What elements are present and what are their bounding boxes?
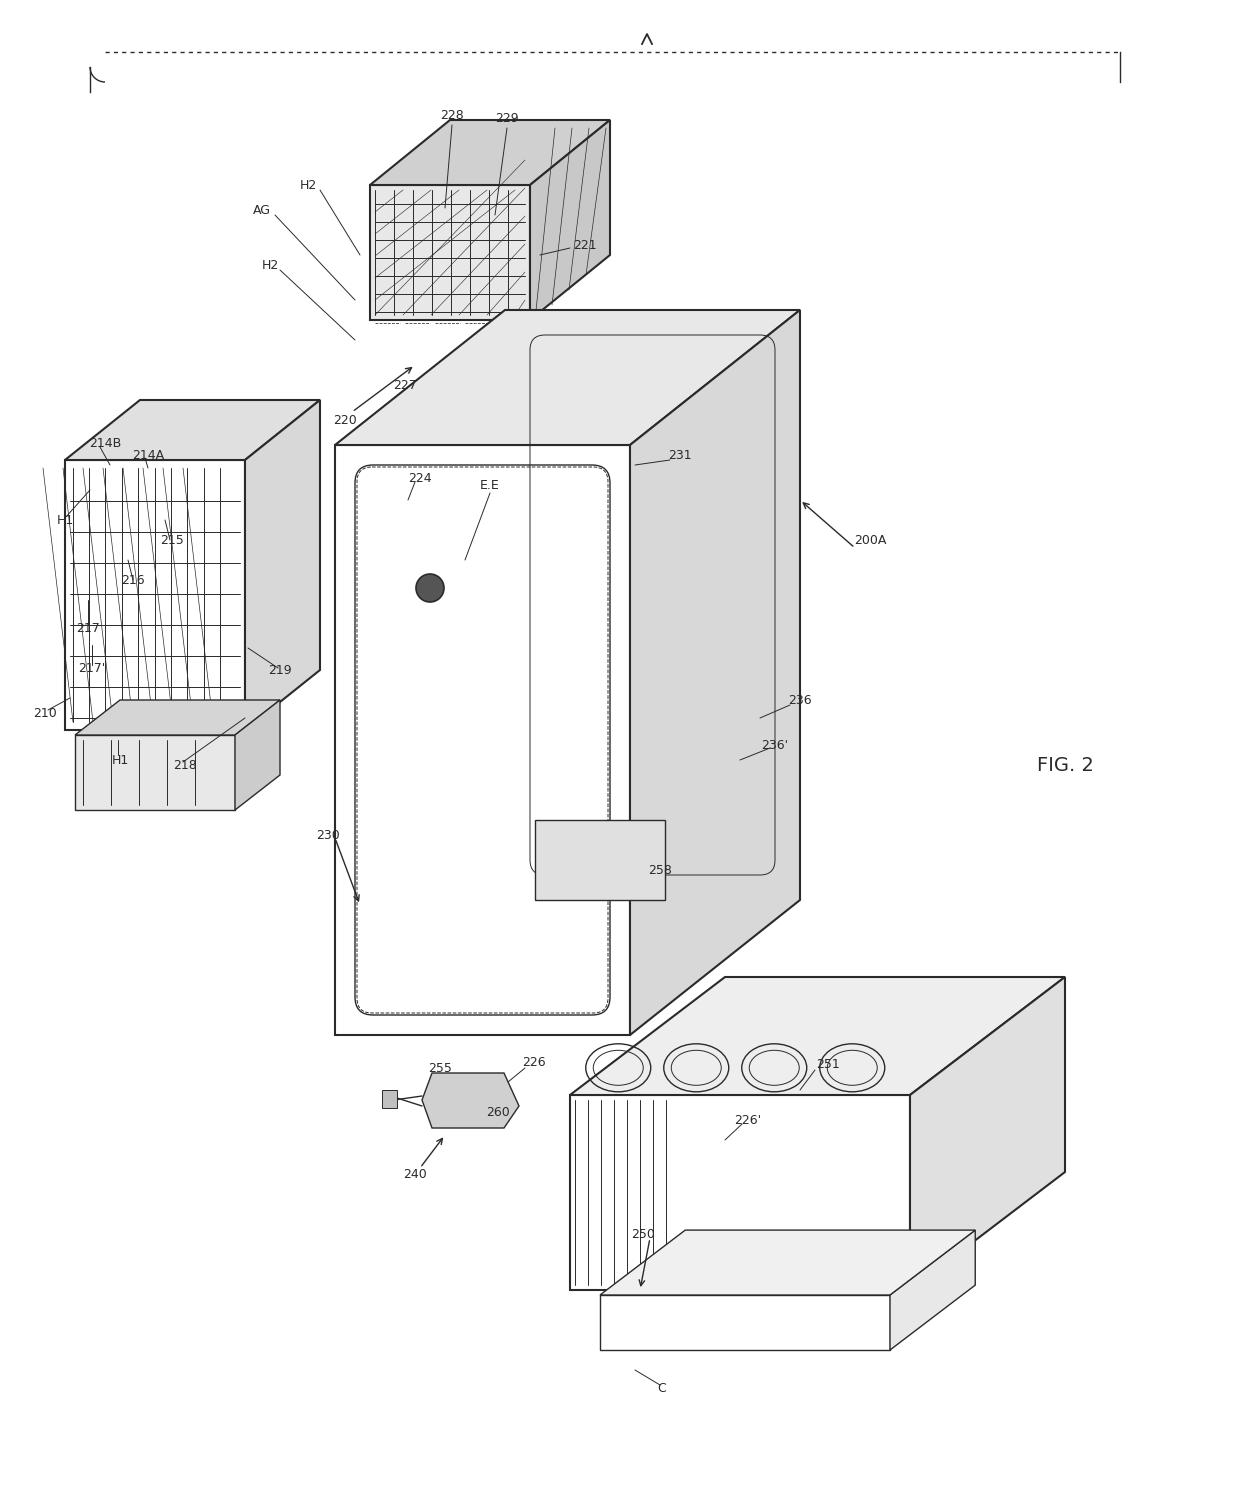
Circle shape bbox=[415, 574, 444, 603]
Text: 214B: 214B bbox=[89, 436, 122, 449]
Text: 224: 224 bbox=[408, 472, 432, 484]
Text: H2: H2 bbox=[299, 179, 316, 191]
Polygon shape bbox=[335, 445, 630, 1036]
Text: 228: 228 bbox=[440, 108, 464, 122]
Polygon shape bbox=[570, 977, 1065, 1096]
Polygon shape bbox=[370, 185, 529, 320]
Polygon shape bbox=[335, 310, 800, 445]
Text: 258: 258 bbox=[649, 864, 672, 876]
Polygon shape bbox=[534, 821, 665, 900]
Text: 251: 251 bbox=[816, 1058, 839, 1072]
Text: 217': 217' bbox=[78, 661, 105, 675]
Polygon shape bbox=[64, 460, 246, 730]
Polygon shape bbox=[630, 310, 800, 1036]
Text: H2: H2 bbox=[262, 259, 279, 272]
Text: 230: 230 bbox=[316, 828, 340, 842]
Text: H1: H1 bbox=[112, 753, 129, 767]
Polygon shape bbox=[370, 120, 610, 185]
Text: 214A: 214A bbox=[131, 448, 164, 461]
Text: 229: 229 bbox=[495, 111, 518, 125]
Text: E.E: E.E bbox=[480, 478, 500, 491]
Text: 221: 221 bbox=[573, 239, 596, 251]
Polygon shape bbox=[382, 1090, 397, 1108]
Text: 260: 260 bbox=[486, 1106, 510, 1118]
Text: 200A: 200A bbox=[854, 534, 887, 547]
Text: 236: 236 bbox=[789, 693, 812, 706]
Text: 217: 217 bbox=[76, 622, 100, 634]
Polygon shape bbox=[910, 977, 1065, 1290]
Text: H1: H1 bbox=[56, 514, 73, 526]
Text: 240: 240 bbox=[403, 1168, 427, 1181]
Polygon shape bbox=[570, 1096, 910, 1290]
Text: 236': 236' bbox=[761, 738, 789, 752]
Text: 250: 250 bbox=[631, 1228, 655, 1241]
Text: 210: 210 bbox=[33, 706, 57, 720]
Polygon shape bbox=[422, 1073, 520, 1127]
Polygon shape bbox=[236, 700, 280, 810]
Text: AG: AG bbox=[253, 203, 272, 216]
Text: 220: 220 bbox=[334, 413, 357, 427]
Polygon shape bbox=[64, 400, 320, 460]
Text: 215: 215 bbox=[160, 534, 184, 547]
Polygon shape bbox=[600, 1296, 890, 1350]
Text: 255: 255 bbox=[428, 1061, 451, 1075]
Polygon shape bbox=[529, 120, 610, 320]
Polygon shape bbox=[890, 1229, 975, 1350]
Text: 226': 226' bbox=[734, 1114, 761, 1127]
Polygon shape bbox=[74, 700, 280, 735]
Text: 218: 218 bbox=[174, 759, 197, 771]
Text: 216: 216 bbox=[122, 574, 145, 586]
Text: 219: 219 bbox=[268, 663, 291, 676]
Polygon shape bbox=[74, 735, 236, 810]
Polygon shape bbox=[246, 400, 320, 730]
Text: 227: 227 bbox=[393, 379, 417, 391]
Text: 231: 231 bbox=[668, 448, 692, 461]
Polygon shape bbox=[600, 1229, 975, 1296]
Text: 226: 226 bbox=[522, 1055, 546, 1069]
Text: FIG. 2: FIG. 2 bbox=[1037, 756, 1094, 774]
Text: C: C bbox=[657, 1381, 666, 1395]
